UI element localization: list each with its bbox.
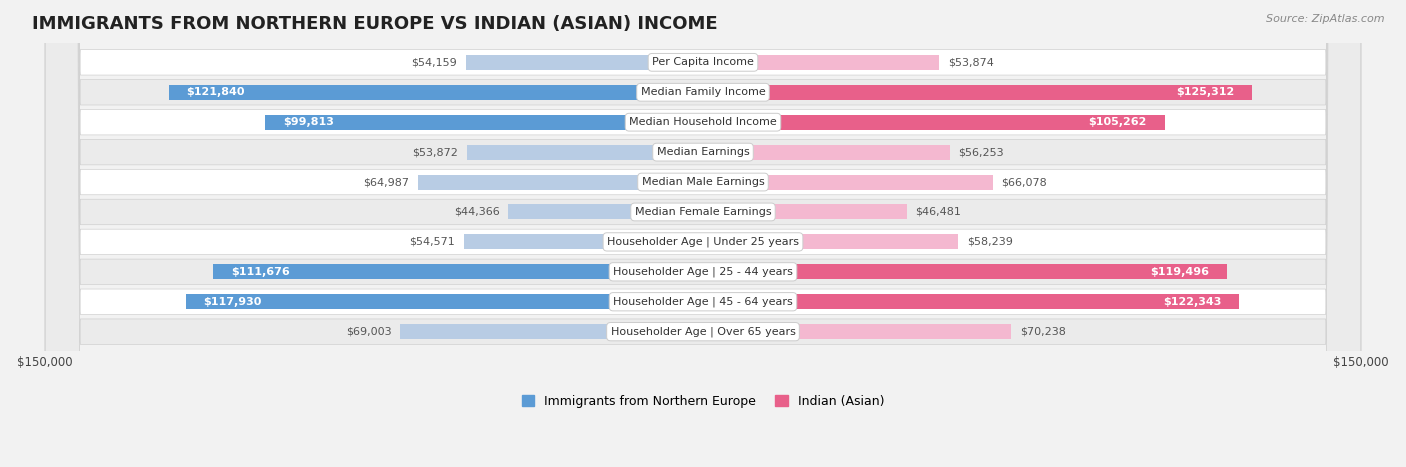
Text: Median Female Earnings: Median Female Earnings <box>634 207 772 217</box>
Bar <box>465 55 703 70</box>
Bar <box>703 264 1227 279</box>
Bar <box>703 324 1011 339</box>
FancyBboxPatch shape <box>45 0 1361 467</box>
Bar <box>703 85 1253 100</box>
Bar <box>266 115 703 130</box>
Text: $117,930: $117,930 <box>204 297 262 307</box>
Text: $119,496: $119,496 <box>1150 267 1209 277</box>
FancyBboxPatch shape <box>45 0 1361 467</box>
Text: $53,874: $53,874 <box>948 57 994 67</box>
FancyBboxPatch shape <box>45 0 1361 467</box>
Bar <box>703 55 939 70</box>
Bar <box>703 175 993 190</box>
Bar <box>703 115 1164 130</box>
FancyBboxPatch shape <box>45 0 1361 467</box>
Text: $99,813: $99,813 <box>283 117 333 127</box>
Bar <box>169 85 703 100</box>
Text: $121,840: $121,840 <box>187 87 245 97</box>
Text: $54,159: $54,159 <box>411 57 457 67</box>
Text: $70,238: $70,238 <box>1019 327 1066 337</box>
Text: $56,253: $56,253 <box>959 147 1004 157</box>
Bar <box>703 145 949 160</box>
FancyBboxPatch shape <box>45 0 1361 467</box>
Text: $122,343: $122,343 <box>1164 297 1222 307</box>
Bar <box>418 175 703 190</box>
Text: Median Household Income: Median Household Income <box>628 117 778 127</box>
Text: Householder Age | Under 25 years: Householder Age | Under 25 years <box>607 237 799 247</box>
Bar <box>467 145 703 160</box>
Text: $64,987: $64,987 <box>363 177 409 187</box>
Bar <box>509 205 703 219</box>
Bar <box>703 294 1240 309</box>
Text: Householder Age | Over 65 years: Householder Age | Over 65 years <box>610 326 796 337</box>
Text: $111,676: $111,676 <box>231 267 290 277</box>
FancyBboxPatch shape <box>45 0 1361 467</box>
FancyBboxPatch shape <box>45 0 1361 467</box>
Text: $66,078: $66,078 <box>1001 177 1047 187</box>
FancyBboxPatch shape <box>45 0 1361 467</box>
Text: Source: ZipAtlas.com: Source: ZipAtlas.com <box>1267 14 1385 24</box>
Legend: Immigrants from Northern Europe, Indian (Asian): Immigrants from Northern Europe, Indian … <box>517 389 889 413</box>
Bar <box>214 264 703 279</box>
Text: $46,481: $46,481 <box>915 207 962 217</box>
Text: Per Capita Income: Per Capita Income <box>652 57 754 67</box>
Text: Householder Age | 45 - 64 years: Householder Age | 45 - 64 years <box>613 297 793 307</box>
Text: Median Male Earnings: Median Male Earnings <box>641 177 765 187</box>
Text: $58,239: $58,239 <box>967 237 1012 247</box>
Text: IMMIGRANTS FROM NORTHERN EUROPE VS INDIAN (ASIAN) INCOME: IMMIGRANTS FROM NORTHERN EUROPE VS INDIA… <box>32 15 717 33</box>
Text: $125,312: $125,312 <box>1177 87 1234 97</box>
Bar <box>464 234 703 249</box>
Bar <box>703 205 907 219</box>
Text: $105,262: $105,262 <box>1088 117 1147 127</box>
Text: Median Earnings: Median Earnings <box>657 147 749 157</box>
Bar <box>401 324 703 339</box>
Bar <box>186 294 703 309</box>
FancyBboxPatch shape <box>45 0 1361 467</box>
Text: $53,872: $53,872 <box>412 147 458 157</box>
Text: Householder Age | 25 - 44 years: Householder Age | 25 - 44 years <box>613 267 793 277</box>
Text: $69,003: $69,003 <box>346 327 392 337</box>
FancyBboxPatch shape <box>45 0 1361 467</box>
Text: Median Family Income: Median Family Income <box>641 87 765 97</box>
Text: $54,571: $54,571 <box>409 237 456 247</box>
Bar <box>703 234 959 249</box>
Text: $44,366: $44,366 <box>454 207 499 217</box>
